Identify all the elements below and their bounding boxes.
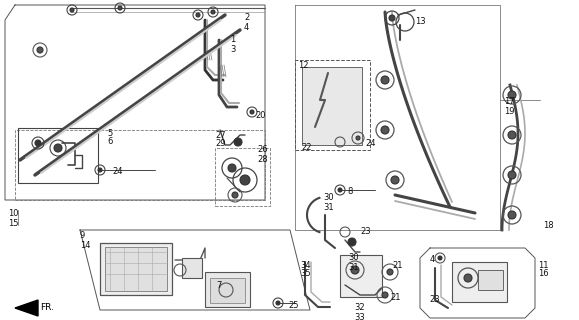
Text: 25: 25 (288, 300, 299, 309)
Bar (478, 270, 503, 290)
Polygon shape (15, 300, 38, 316)
Circle shape (338, 188, 342, 192)
Text: 35: 35 (300, 269, 310, 278)
Circle shape (391, 176, 399, 184)
Text: 1: 1 (230, 36, 235, 44)
Text: 31: 31 (323, 203, 334, 212)
Text: 20: 20 (255, 110, 266, 119)
Text: 7: 7 (216, 281, 221, 290)
Bar (340, 255, 382, 297)
Bar (205, 272, 250, 307)
Circle shape (232, 192, 238, 198)
Circle shape (348, 238, 356, 246)
Text: 9: 9 (80, 231, 85, 241)
Bar (15, 130, 265, 200)
Circle shape (54, 144, 62, 152)
Text: 24: 24 (112, 166, 123, 175)
Text: 32: 32 (354, 303, 365, 313)
Text: 8: 8 (347, 188, 353, 196)
Text: 26: 26 (257, 146, 267, 155)
Circle shape (382, 292, 388, 298)
Circle shape (240, 175, 250, 185)
Text: 12: 12 (298, 60, 309, 69)
Circle shape (250, 110, 254, 114)
Circle shape (381, 76, 389, 84)
Text: 31: 31 (348, 262, 358, 271)
Circle shape (118, 6, 122, 10)
Text: 2: 2 (244, 13, 249, 22)
Text: 33: 33 (354, 313, 365, 320)
Bar (210, 278, 245, 303)
Circle shape (228, 164, 236, 172)
Bar (295, 60, 370, 150)
Circle shape (508, 91, 516, 99)
Text: 16: 16 (538, 269, 549, 278)
Text: 27: 27 (215, 131, 226, 140)
Text: 14: 14 (80, 241, 90, 250)
Text: 13: 13 (415, 18, 426, 27)
Circle shape (35, 140, 41, 146)
Bar (302, 67, 362, 145)
Circle shape (508, 131, 516, 139)
Text: FR.: FR. (40, 303, 54, 313)
Circle shape (351, 266, 359, 274)
Circle shape (276, 301, 280, 305)
Text: 28: 28 (257, 155, 267, 164)
Text: 3: 3 (230, 44, 236, 53)
Circle shape (196, 13, 200, 17)
Text: 21: 21 (392, 260, 402, 269)
Text: 4: 4 (244, 22, 249, 31)
Circle shape (356, 136, 360, 140)
Text: 19: 19 (504, 107, 515, 116)
Circle shape (438, 256, 442, 260)
Text: 23: 23 (429, 295, 439, 305)
Text: 21: 21 (390, 293, 401, 302)
Bar (182, 258, 202, 278)
Text: 34: 34 (300, 260, 310, 269)
Circle shape (37, 47, 43, 53)
Bar (215, 148, 270, 206)
Circle shape (234, 138, 242, 146)
Circle shape (98, 168, 102, 172)
Text: 22: 22 (301, 143, 312, 153)
Text: 23: 23 (360, 228, 371, 236)
Bar (452, 262, 507, 302)
Text: 30: 30 (323, 194, 334, 203)
Bar (18, 128, 98, 183)
Bar (105, 247, 167, 291)
Circle shape (464, 274, 472, 282)
Circle shape (70, 8, 74, 12)
Text: 10: 10 (8, 210, 19, 219)
Circle shape (381, 126, 389, 134)
Text: 17: 17 (504, 98, 515, 107)
Circle shape (389, 15, 395, 21)
Text: 6: 6 (107, 138, 112, 147)
Circle shape (508, 211, 516, 219)
Bar (100, 243, 172, 295)
Text: 15: 15 (8, 219, 19, 228)
Circle shape (211, 10, 215, 14)
Text: 5: 5 (107, 129, 112, 138)
Text: 29: 29 (215, 140, 225, 148)
Text: 4: 4 (430, 255, 435, 265)
Circle shape (508, 171, 516, 179)
Text: 24: 24 (365, 139, 376, 148)
Text: 18: 18 (543, 220, 554, 229)
Text: 30: 30 (348, 253, 358, 262)
Circle shape (387, 269, 393, 275)
Text: 11: 11 (538, 260, 548, 269)
